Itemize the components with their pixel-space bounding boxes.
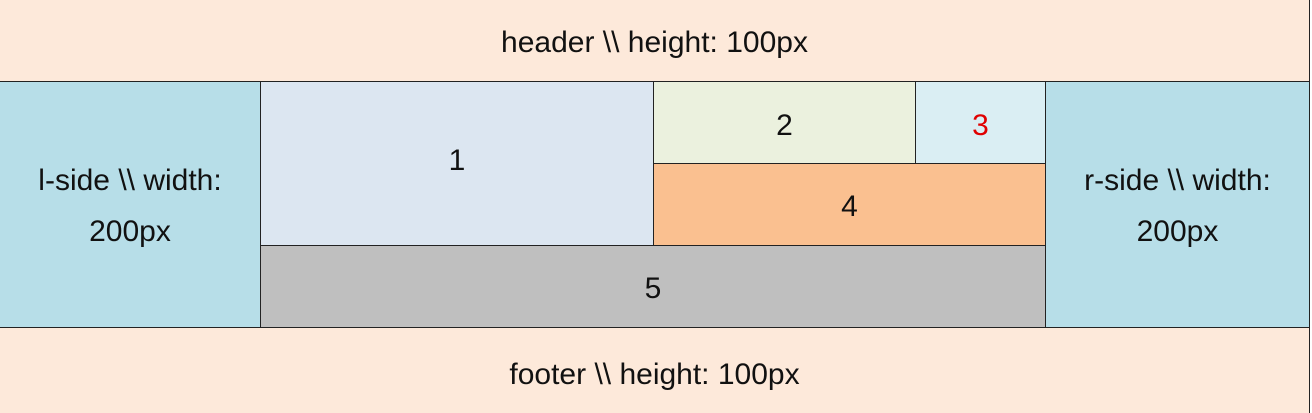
right-side-region: r-side \\ width: 200px — [1045, 81, 1310, 328]
block-4: 4 — [653, 163, 1046, 246]
block-1: 1 — [260, 81, 654, 246]
left-side-label-line2: 200px — [89, 214, 171, 248]
block-1-label: 1 — [448, 143, 466, 177]
footer-label: footer \\ height: 100px — [509, 357, 800, 391]
header-region: header \\ height: 100px — [0, 0, 1310, 82]
right-side-label-line2: 200px — [1136, 214, 1219, 248]
left-side-region: l-side \\ width: 200px — [0, 81, 261, 328]
right-side-label-line1: r-side \\ width: — [1084, 163, 1271, 197]
footer-region: footer \\ height: 100px — [0, 327, 1310, 413]
block-2-label: 2 — [776, 108, 793, 142]
block-5-label: 5 — [644, 271, 662, 305]
block-4-label: 4 — [841, 189, 858, 223]
block-5: 5 — [260, 245, 1046, 328]
block-3: 3 — [915, 81, 1046, 164]
block-2: 2 — [653, 81, 916, 164]
block-3-label: 3 — [972, 108, 989, 142]
left-side-label-line1: l-side \\ width: — [38, 163, 222, 197]
header-label: header \\ height: 100px — [501, 25, 808, 59]
